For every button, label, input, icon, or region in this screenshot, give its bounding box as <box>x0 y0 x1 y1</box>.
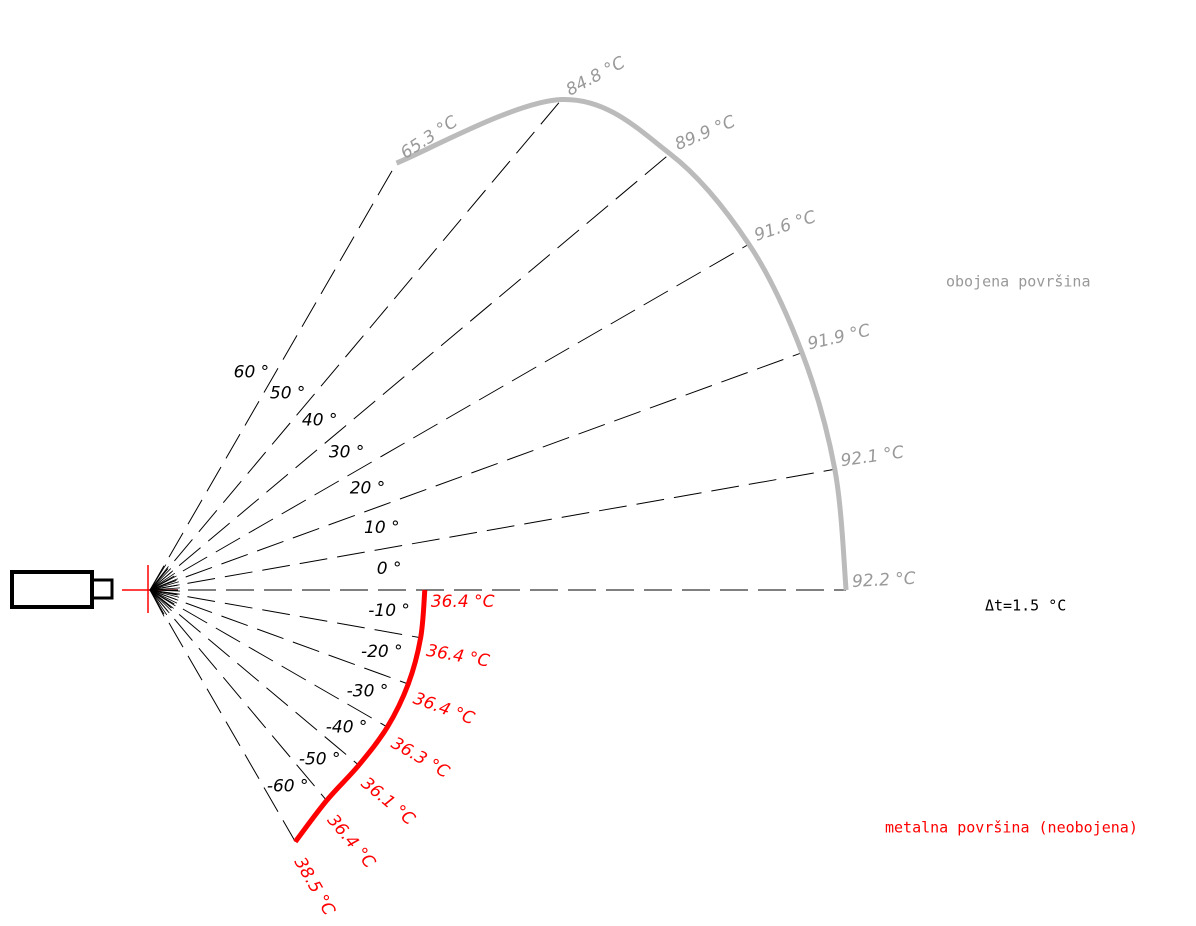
ray <box>149 162 397 591</box>
camera-body <box>10 570 94 609</box>
value-label: 36.4 °C <box>431 592 495 612</box>
annotation: Δt=1.5 °C <box>985 597 1066 615</box>
angle-label: -10 ° <box>368 601 410 621</box>
curve <box>293 589 428 844</box>
ray <box>149 589 388 728</box>
angle-label: 30 ° <box>329 442 365 462</box>
ray <box>149 153 671 591</box>
curve <box>395 97 849 591</box>
ray <box>149 589 360 766</box>
angle-label: 10 ° <box>364 518 400 538</box>
angle-label: 20 ° <box>350 479 386 499</box>
ray <box>149 589 328 801</box>
value-label: 36.1 °C <box>357 773 419 829</box>
angle-label: -30 ° <box>347 681 389 701</box>
value-label: 36.3 °C <box>388 733 453 782</box>
angle-label: 40 ° <box>302 410 338 430</box>
camera-lens <box>90 578 114 600</box>
angle-label: -50 ° <box>299 750 341 770</box>
ray <box>149 243 750 591</box>
angle-label: 0 ° <box>377 559 402 579</box>
angle-label: 50 ° <box>270 383 306 403</box>
ray <box>149 589 409 685</box>
value-label: 91.9 °C <box>806 321 873 355</box>
ray <box>149 589 421 639</box>
ray <box>149 589 296 842</box>
series-label: obojena površina <box>946 273 1091 291</box>
value-label: 92.2 °C <box>852 569 917 592</box>
value-label: 91.6 °C <box>752 207 819 246</box>
ray <box>149 468 835 591</box>
angle-label: -60 ° <box>267 777 309 797</box>
value-label: 89.9 °C <box>672 112 739 155</box>
value-label: 36.4 °C <box>410 689 477 730</box>
angle-label: -40 ° <box>326 718 368 738</box>
ray <box>149 99 562 591</box>
angle-label: -20 ° <box>361 642 403 662</box>
value-label: 84.8 °C <box>563 53 629 101</box>
value-label: 36.4 °C <box>425 641 491 672</box>
value-label: 38.5 °C <box>290 854 339 919</box>
value-label: 92.1 °C <box>839 442 905 471</box>
ray <box>149 352 803 591</box>
series-label: metalna površina (neobojena) <box>885 819 1138 837</box>
angle-label: 60 ° <box>234 362 270 382</box>
value-label: 36.4 °C <box>323 811 379 873</box>
